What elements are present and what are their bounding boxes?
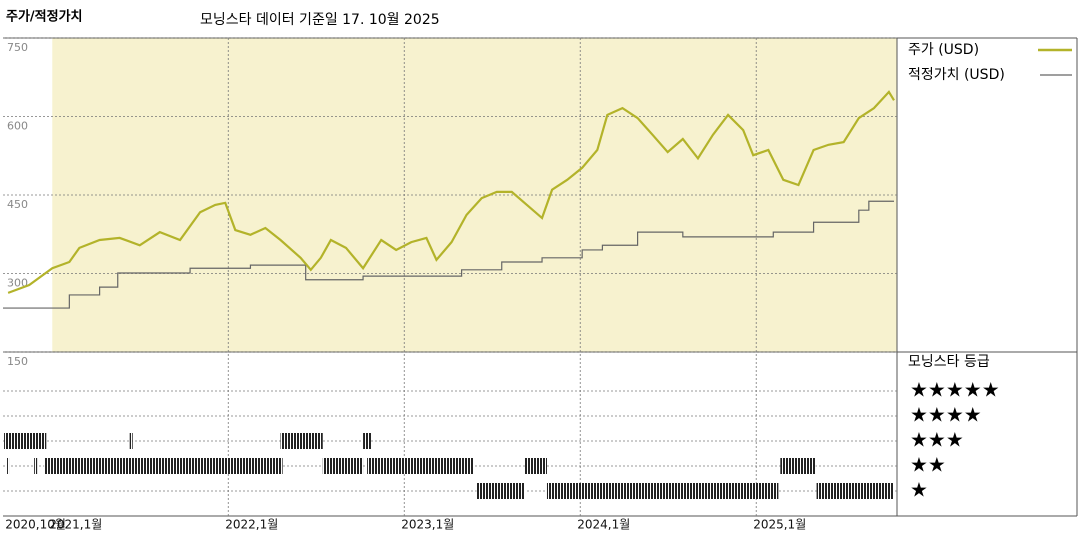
- plot-background: [52, 38, 898, 352]
- ratings-title: 모닝스타 등급: [908, 354, 990, 370]
- x-tick-label: 2025,1월: [753, 518, 806, 532]
- chart-subtitle: 모닝스타 데이터 기준일 17. 10월 2025: [200, 12, 440, 28]
- rating-bar: [363, 433, 371, 449]
- rating-bar: [280, 433, 323, 449]
- rating-bar: [44, 458, 283, 474]
- rating-bar: [546, 483, 779, 499]
- rating-bar: [34, 458, 38, 474]
- y-tick-label: 450: [7, 198, 28, 211]
- x-tick-label: 2024,1월: [577, 518, 630, 532]
- rating-level-label: ★★: [910, 453, 946, 477]
- x-tick-label: 2020,10월: [5, 518, 66, 532]
- rating-level-label: ★: [910, 478, 928, 502]
- x-tick-label: 2022,1월: [225, 518, 278, 532]
- y-tick-label: 750: [7, 41, 28, 54]
- rating-level-label: ★★★★★: [910, 378, 1000, 402]
- rating-bar: [129, 433, 133, 449]
- legend-label: 주가 (USD): [908, 42, 979, 58]
- rating-bar: [476, 483, 525, 499]
- rating-bar: [780, 458, 816, 474]
- rating-bar: [816, 483, 895, 499]
- rating-bar: [367, 458, 474, 474]
- rating-bar: [524, 458, 547, 474]
- y-tick-label: 600: [7, 120, 28, 133]
- legend-label: 적정가치 (USD): [908, 67, 1005, 83]
- rating-level-label: ★★★★: [910, 403, 982, 427]
- rating-level-label: ★★★: [910, 428, 964, 452]
- rating-bar: [322, 458, 364, 474]
- y-tick-label: 150: [7, 355, 28, 368]
- x-tick-label: 2023,1월: [401, 518, 454, 532]
- series-line: [7, 90, 895, 294]
- chart-title: 주가/적정가치: [6, 9, 83, 25]
- rating-bar: [4, 433, 47, 449]
- x-tick-label: 2021,1월: [49, 518, 102, 532]
- series-line: [3, 200, 895, 309]
- rating-bar: [7, 458, 10, 474]
